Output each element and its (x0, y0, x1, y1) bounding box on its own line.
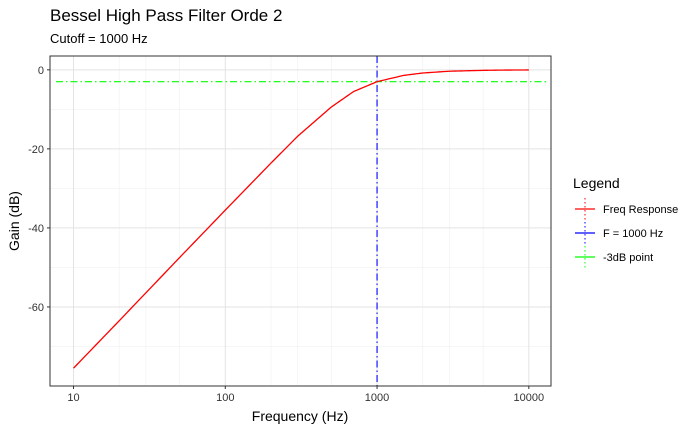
series-line (73, 69, 529, 369)
x-axis-title: Frequency (Hz) (252, 408, 348, 424)
y-axis-title: Gain (dB) (6, 191, 22, 251)
x-tick-label: 10 (67, 392, 79, 404)
legend-entry: F = 1000 Hz (575, 222, 663, 244)
legend-title: Legend (573, 175, 620, 191)
x-tick-label: 100 (216, 392, 234, 404)
y-tick-label: -60 (28, 302, 44, 314)
plot-area: 10 100 1000 10000 0 -20 -40 -60 (28, 55, 552, 404)
plot-border (49, 55, 552, 387)
chart-subtitle: Cutoff = 1000 Hz (50, 31, 148, 46)
legend-label: Freq Response (603, 204, 678, 216)
y-tick-label: 0 (38, 65, 44, 77)
legend-entry: Freq Response (575, 198, 678, 220)
y-tick-label: -20 (28, 144, 44, 156)
legend-entry: -3dB point (575, 246, 653, 268)
y-tick-label: -40 (28, 223, 44, 235)
x-tick-label: 1000 (365, 392, 389, 404)
legend: Legend Freq Response F = 1000 Hz -3dB poin… (573, 175, 678, 268)
legend-label: F = 1000 Hz (603, 228, 663, 240)
chart-title: Bessel High Pass Filter Orde 2 (50, 6, 282, 25)
x-tick-label: 10000 (514, 392, 545, 404)
legend-label: -3dB point (603, 252, 653, 264)
plot-background (50, 56, 551, 386)
